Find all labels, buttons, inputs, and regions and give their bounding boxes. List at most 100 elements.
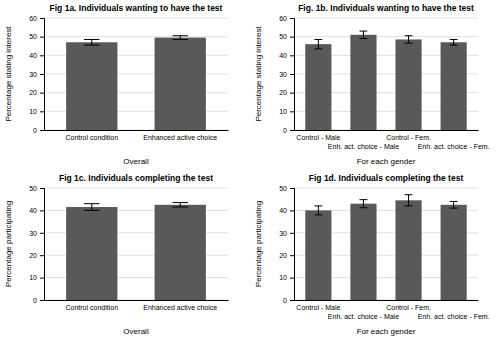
- tick-mark: [290, 55, 294, 56]
- tick: 30: [279, 71, 294, 78]
- bar: [395, 200, 421, 300]
- marks: [66, 36, 206, 130]
- marks: [305, 195, 466, 300]
- tick-label: Enhanced active choice: [143, 304, 217, 311]
- bar: [66, 207, 117, 300]
- tick-label: 0: [33, 297, 37, 304]
- tick-label: 20: [29, 252, 37, 259]
- y-axis: 01020304050: [29, 185, 44, 304]
- tick-label: 50: [279, 185, 287, 192]
- error-bar: [360, 200, 368, 208]
- x-axis-title: Overall: [123, 157, 149, 166]
- tick: 50: [29, 185, 44, 192]
- tick-label: 30: [279, 71, 287, 78]
- axis-line: [295, 130, 479, 131]
- tick-mark: [40, 130, 44, 131]
- tick-label: 10: [279, 274, 287, 281]
- axis-line: [45, 300, 229, 301]
- tick-mark: [40, 18, 44, 19]
- x-axis-title: For each gender: [357, 327, 416, 336]
- error-bar: [360, 31, 368, 38]
- tick-mark: [290, 210, 294, 211]
- tick-mark: [40, 255, 44, 256]
- error-bar: [314, 39, 322, 48]
- tick-label: 0: [283, 127, 287, 134]
- grid-line: [44, 36, 228, 37]
- tick-label: 0: [33, 127, 37, 134]
- x-axis-title: For each gender: [357, 157, 416, 166]
- tick: Control - Male: [296, 304, 340, 311]
- tick: 60: [279, 15, 294, 22]
- tick-mark: [40, 74, 44, 75]
- x-axis: Control conditionEnhanced active choice: [45, 131, 229, 141]
- tick: Control condition: [66, 134, 119, 141]
- x-axis-title: Overall: [123, 327, 149, 336]
- grid: [44, 18, 228, 130]
- tick: 40: [279, 52, 294, 59]
- tick-label: 20: [29, 89, 37, 96]
- bar: [395, 39, 421, 130]
- tick-label: 50: [29, 33, 37, 40]
- tick: Control condition: [66, 304, 119, 311]
- grid-line: [294, 188, 478, 189]
- tick-mark: [290, 300, 294, 301]
- tick-label: Control - Fem.: [386, 304, 431, 311]
- tick-label: 0: [283, 297, 287, 304]
- tick-label: 30: [29, 230, 37, 237]
- tick-label: 40: [279, 52, 287, 59]
- tick-label: 40: [29, 52, 37, 59]
- tick-label: 10: [279, 108, 287, 115]
- tick-label: Enh. act. choice - Male: [328, 143, 399, 150]
- tick: 0: [33, 127, 44, 134]
- tick: 40: [29, 52, 44, 59]
- marks: [305, 31, 466, 130]
- tick-label: 30: [29, 71, 37, 78]
- tick-label: 10: [29, 108, 37, 115]
- bar: [155, 38, 206, 130]
- x-axis: Control condition Enhanced active choice: [45, 301, 229, 311]
- tick: 10: [279, 108, 294, 115]
- grid: [294, 18, 478, 130]
- grid: [44, 188, 228, 300]
- tick-label: 20: [279, 252, 287, 259]
- axis-line: [40, 19, 45, 131]
- axis-line: [295, 300, 479, 301]
- tick-label: 60: [29, 15, 37, 22]
- grid-line: [294, 36, 478, 37]
- bar: [441, 42, 467, 130]
- tick-label: 60: [279, 15, 287, 22]
- tick-mark: [290, 37, 294, 38]
- title: Fig 1d. Individuals completing the test: [309, 173, 464, 183]
- bar: [66, 42, 117, 130]
- tick: 50: [279, 33, 294, 40]
- tick: Enh. act. choice - Male: [328, 313, 399, 320]
- tick-mark: [290, 130, 294, 131]
- marks: [66, 203, 206, 300]
- bar: [441, 205, 467, 300]
- tick: Enh. act. choice - Fem.: [418, 143, 490, 150]
- tick: 10: [29, 108, 44, 115]
- tick: 40: [29, 207, 44, 214]
- title: Fig 1c. Individuals completing the test: [59, 173, 213, 183]
- panel: 01020304050Control - MaleEnh. act. choic…: [254, 173, 490, 336]
- tick-mark: [290, 255, 294, 256]
- error-bar: [405, 195, 413, 206]
- tick-mark: [290, 278, 294, 279]
- tick: Enh. act. choice - Fem.: [418, 313, 490, 320]
- tick-mark: [40, 300, 44, 301]
- tick-mark: [290, 111, 294, 112]
- tick-label: 20: [279, 89, 287, 96]
- tick: 50: [29, 33, 44, 40]
- tick: 20: [279, 252, 294, 259]
- tick: Control - Fem.: [386, 304, 431, 311]
- title: Fig 1a. Individuals wanting to have the …: [50, 3, 223, 13]
- error-bar: [84, 39, 99, 45]
- y-axis-title: Percentage participating: [254, 201, 263, 287]
- y-axis-title: Percentage participating: [4, 201, 13, 287]
- tick-label: Enh. act. choice - Male: [328, 313, 399, 320]
- tick-label: Control condition: [66, 134, 119, 141]
- plot: 01020304050Control conditionEnhanced act…: [29, 185, 228, 311]
- tick-mark: [40, 37, 44, 38]
- grid-line: [294, 18, 478, 19]
- tick: Enhanced active choice: [143, 304, 217, 311]
